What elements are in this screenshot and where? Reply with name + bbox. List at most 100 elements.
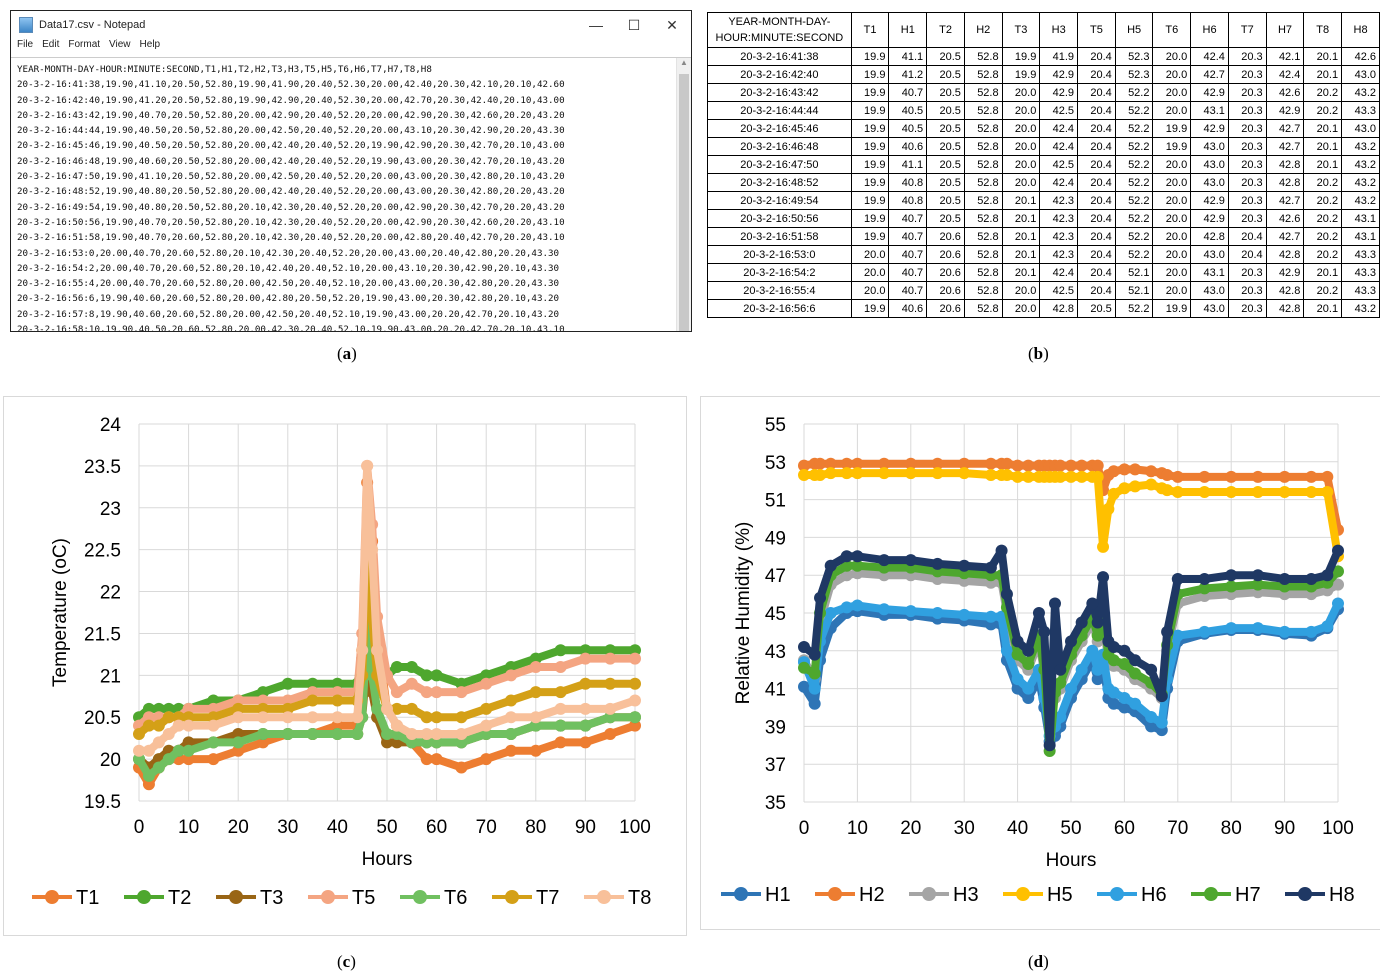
data-point-t2	[331, 677, 344, 690]
vertical-scrollbar[interactable]: ▲	[676, 58, 691, 331]
value-cell: 40.6	[888, 137, 928, 156]
x-tick-label: 100	[1322, 818, 1354, 839]
data-point-h8	[1129, 654, 1142, 667]
value-cell: 19.9	[850, 191, 890, 210]
value-cell: 20.5	[926, 119, 965, 138]
value-cell: 40.8	[888, 173, 928, 192]
notepad-titlebar[interactable]: Data17.csv - Notepad — ☐ ✕	[11, 11, 691, 39]
data-point-t7	[331, 694, 344, 707]
value-cell: 20.0	[1152, 83, 1192, 102]
data-point-h8	[824, 559, 837, 572]
timestamp-cell: 20-3-2-16:53:0	[707, 245, 852, 264]
data-point-t1	[480, 753, 493, 766]
data-point-h6	[1129, 697, 1142, 710]
value-cell: 52.2	[1114, 101, 1154, 120]
value-cell: 42.3	[1039, 209, 1079, 228]
data-point-t6	[405, 736, 418, 749]
column-header: T8	[1303, 12, 1343, 48]
value-cell: 43.3	[1341, 263, 1380, 282]
data-point-h8	[1251, 569, 1264, 582]
value-cell: 20.5	[926, 101, 965, 120]
legend-label: T5	[352, 887, 375, 909]
value-cell: 43.2	[1341, 191, 1380, 210]
value-cell: 20.3	[1227, 263, 1267, 282]
data-point-h5	[958, 467, 971, 480]
legend-label: T8	[628, 887, 651, 909]
column-header: H8	[1341, 12, 1380, 48]
data-point-t7	[133, 727, 145, 740]
text-editor[interactable]: YEAR-MONTH-DAY-HOUR:MINUTE:SECOND,T1,H1,…	[11, 57, 691, 331]
value-cell: 20.0	[1001, 281, 1041, 300]
menu-edit[interactable]: Edit	[42, 39, 60, 50]
value-cell: 43.2	[1341, 299, 1380, 318]
value-cell: 40.7	[888, 245, 928, 264]
data-point-h2	[1161, 469, 1174, 482]
scroll-up-icon[interactable]: ▲	[680, 58, 688, 67]
value-cell: 52.8	[963, 47, 1003, 66]
value-cell: 43.1	[1341, 209, 1380, 228]
data-point-h1	[808, 697, 821, 710]
data-point-t8	[351, 711, 364, 724]
y-tick-label: 23	[100, 499, 121, 520]
table-row: 20-3-2-16:47:50 19.9 41.1 20.5 52.8 20.0 42.5 2…	[707, 155, 1380, 174]
data-point-t6	[162, 753, 175, 766]
timestamp-cell: 20-3-2-16:49:54	[707, 191, 852, 210]
minimize-button[interactable]: —	[589, 16, 603, 33]
menu-help[interactable]: Help	[139, 39, 161, 50]
data-point-h6	[1054, 710, 1067, 723]
data-point-t2	[455, 677, 468, 690]
data-point-t6	[604, 711, 617, 724]
value-cell: 42.9	[1190, 119, 1229, 138]
caption-b: (b)	[1028, 344, 1049, 363]
data-point-t6	[579, 719, 592, 732]
menu-format[interactable]: Format	[68, 39, 101, 50]
close-button[interactable]: ✕	[666, 16, 678, 33]
value-cell: 42.8	[1265, 245, 1305, 264]
caption-a: (a)	[337, 344, 357, 363]
scrollbar-thumb[interactable]	[679, 74, 689, 331]
data-point-t8	[381, 702, 393, 715]
data-point-h1	[1145, 720, 1158, 733]
maximize-button[interactable]: ☐	[627, 16, 641, 33]
column-header: H1	[888, 12, 928, 48]
data-point-t2	[405, 660, 418, 673]
value-cell: 20.2	[1303, 83, 1343, 102]
value-cell: 20.5	[926, 137, 965, 156]
data-point-t5	[306, 686, 319, 699]
value-cell: 19.9	[850, 137, 890, 156]
menu-view[interactable]: View	[109, 39, 131, 50]
data-point-t8	[257, 711, 269, 724]
data-point-h5	[1225, 486, 1238, 499]
data-point-h6	[1251, 622, 1264, 635]
value-cell: 20.6	[926, 299, 965, 318]
value-cell: 42.9	[1190, 83, 1229, 102]
data-point-h6	[1278, 625, 1291, 638]
data-point-h6	[1145, 710, 1158, 723]
data-point-h8	[1032, 607, 1045, 619]
data-point-t7	[420, 711, 433, 724]
value-cell: 20.0	[1001, 137, 1041, 156]
data-point-t8	[142, 744, 155, 757]
value-cell: 20.1	[1001, 209, 1041, 228]
data-point-t7	[554, 686, 567, 699]
notepad-window: Data17.csv - Notepad — ☐ ✕ File Edit For…	[10, 10, 692, 332]
data-point-h5	[798, 469, 810, 482]
x-tick-label: 30	[277, 817, 298, 838]
menu-file[interactable]: File	[17, 39, 34, 50]
data-point-t6	[257, 727, 269, 740]
column-header: H5	[1114, 12, 1154, 48]
value-cell: 20.0	[1001, 155, 1041, 174]
data-point-h1	[1107, 697, 1120, 710]
value-cell: 20.4	[1077, 173, 1116, 192]
column-header: H7	[1265, 12, 1305, 48]
column-header: H2	[963, 12, 1003, 48]
value-cell: 20.2	[1303, 227, 1343, 246]
value-cell: 43.1	[1190, 101, 1229, 120]
value-cell: 20.0	[1001, 83, 1041, 102]
data-point-h8	[878, 554, 891, 567]
value-cell: 42.9	[1265, 263, 1305, 282]
value-cell: 43.0	[1190, 173, 1229, 192]
data-point-t2	[142, 702, 155, 715]
data-point-h2	[1065, 459, 1077, 472]
data-point-t7	[505, 694, 517, 707]
